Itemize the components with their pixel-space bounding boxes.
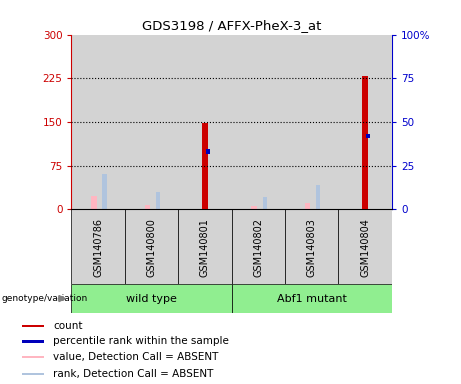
Bar [178,209,231,284]
Bar [71,284,231,313]
Text: genotype/variation: genotype/variation [1,294,88,303]
Bar [71,209,125,284]
Text: GSM140801: GSM140801 [200,218,210,277]
Bar [366,134,370,138]
Text: value, Detection Call = ABSENT: value, Detection Call = ABSENT [53,352,219,362]
Text: GSM140786: GSM140786 [93,218,103,277]
Text: GSM140800: GSM140800 [147,218,157,277]
Bar [23,324,44,327]
Bar [231,209,285,284]
Bar [251,206,257,209]
Bar [362,76,368,209]
Text: Abf1 mutant: Abf1 mutant [277,293,347,304]
Bar [178,35,231,209]
Bar [23,373,44,375]
Bar [202,123,208,209]
Text: wild type: wild type [126,293,177,304]
Bar [156,192,160,209]
Bar [206,149,210,154]
Text: GSM140803: GSM140803 [307,218,317,277]
Bar [125,35,178,209]
Bar [102,174,106,209]
Text: count: count [53,321,83,331]
Bar [145,205,150,209]
Bar [23,340,44,343]
Bar [305,204,310,209]
Bar [231,35,285,209]
Bar [285,209,338,284]
Bar [125,209,178,284]
Bar [231,284,392,313]
Bar [316,185,320,209]
Text: GSM140802: GSM140802 [254,218,263,277]
Text: GSM140804: GSM140804 [360,218,370,277]
Bar [263,197,267,209]
Bar [338,209,392,284]
Text: percentile rank within the sample: percentile rank within the sample [53,336,229,346]
Bar [71,35,125,209]
Text: rank, Detection Call = ABSENT: rank, Detection Call = ABSENT [53,369,213,379]
Bar [23,356,44,358]
Bar [338,35,392,209]
Title: GDS3198 / AFFX-PheX-3_at: GDS3198 / AFFX-PheX-3_at [142,19,321,32]
Bar [285,35,338,209]
Bar [91,197,96,209]
